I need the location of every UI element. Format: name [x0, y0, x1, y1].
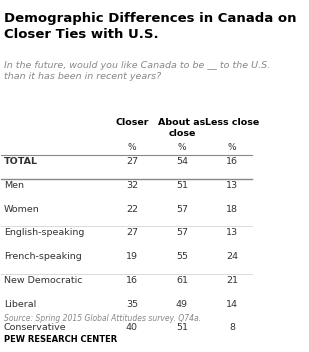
Text: 51: 51 [176, 181, 188, 190]
Text: 18: 18 [226, 205, 238, 214]
Text: 51: 51 [176, 323, 188, 332]
Text: 8: 8 [229, 323, 235, 332]
Text: 27: 27 [126, 228, 138, 237]
Text: 57: 57 [176, 205, 188, 214]
Text: Demographic Differences in Canada on
Closer Ties with U.S.: Demographic Differences in Canada on Clo… [4, 12, 296, 41]
Text: 16: 16 [126, 276, 138, 285]
Text: 61: 61 [176, 276, 188, 285]
Text: About as
close: About as close [158, 118, 205, 138]
Text: 22: 22 [126, 205, 138, 214]
Text: 14: 14 [226, 300, 238, 309]
Text: TOTAL: TOTAL [4, 157, 38, 166]
Text: 13: 13 [226, 228, 238, 237]
Text: 19: 19 [126, 252, 138, 261]
Text: Liberal: Liberal [4, 300, 36, 309]
Text: 24: 24 [226, 252, 238, 261]
Text: 55: 55 [176, 252, 188, 261]
Text: 54: 54 [176, 157, 188, 166]
Text: 32: 32 [126, 181, 138, 190]
Text: French-speaking: French-speaking [4, 252, 82, 261]
Text: 21: 21 [226, 276, 238, 285]
Text: %: % [178, 143, 186, 152]
Text: 57: 57 [176, 228, 188, 237]
Text: %: % [128, 143, 136, 152]
Text: 49: 49 [176, 300, 188, 309]
Text: 16: 16 [226, 157, 238, 166]
Text: Source: Spring 2015 Global Attitudes survey. Q74a.: Source: Spring 2015 Global Attitudes sur… [4, 314, 201, 323]
Text: Women: Women [4, 205, 40, 214]
Text: 35: 35 [126, 300, 138, 309]
Text: Less close: Less close [205, 118, 259, 127]
Text: In the future, would you like Canada to be __ to the U.S.
than it has been in re: In the future, would you like Canada to … [4, 61, 270, 81]
Text: 40: 40 [126, 323, 138, 332]
Text: English-speaking: English-speaking [4, 228, 84, 237]
Text: 27: 27 [126, 157, 138, 166]
Text: Closer: Closer [115, 118, 149, 127]
Text: 13: 13 [226, 181, 238, 190]
Text: Men: Men [4, 181, 24, 190]
Text: Conservative: Conservative [4, 323, 66, 332]
Text: New Democratic: New Democratic [4, 276, 83, 285]
Text: PEW RESEARCH CENTER: PEW RESEARCH CENTER [4, 335, 117, 344]
Text: %: % [228, 143, 236, 152]
